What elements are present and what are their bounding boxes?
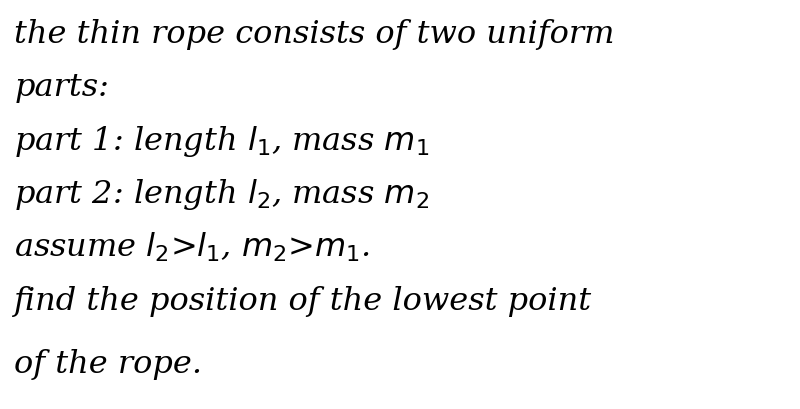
Text: parts:: parts: [14, 72, 110, 103]
Text: the thin rope consists of two uniform: the thin rope consists of two uniform [14, 19, 615, 50]
Text: of the rope.: of the rope. [14, 348, 202, 379]
Text: find the position of the lowest point: find the position of the lowest point [14, 285, 593, 316]
Text: part 2: length $l_2$, mass $m_2$: part 2: length $l_2$, mass $m_2$ [14, 177, 430, 211]
Text: part 1: length $l_1$, mass $m_1$: part 1: length $l_1$, mass $m_1$ [14, 124, 430, 158]
Text: assume $l_2$>$l_1$, $m_2$>$m_1$.: assume $l_2$>$l_1$, $m_2$>$m_1$. [14, 230, 370, 263]
